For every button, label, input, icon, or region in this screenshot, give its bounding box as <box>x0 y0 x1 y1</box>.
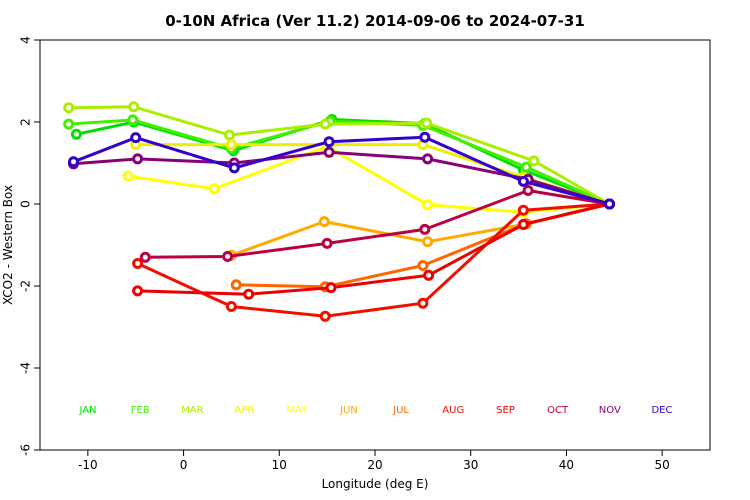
series-aug <box>132 198 615 322</box>
data-point <box>417 297 429 309</box>
y-axis-label: XCO2 - Western Box <box>1 185 15 305</box>
chart-title: 0-10N Africa (Ver 11.2) 2014-09-06 to 20… <box>165 12 585 30</box>
legend-entry-apr: APR <box>235 405 255 416</box>
data-point <box>325 282 337 294</box>
data-point <box>132 153 144 165</box>
legend-entry-oct: OCT <box>547 405 569 416</box>
data-point <box>122 170 134 182</box>
series-dec <box>68 131 615 210</box>
data-point <box>417 260 429 271</box>
x-tick-label: 30 <box>463 458 478 472</box>
data-point <box>228 162 240 174</box>
data-point <box>230 279 242 291</box>
legend-entry-sep: SEP <box>496 405 515 416</box>
data-point <box>127 114 139 126</box>
data-point <box>323 146 335 158</box>
legend-entry-dec: DEC <box>651 405 672 416</box>
data-point <box>225 301 237 312</box>
x-tick-label: 20 <box>367 458 382 472</box>
x-tick-label: 0 <box>180 458 188 472</box>
legend-entry-nov: NOV <box>599 405 621 416</box>
y-tick-label: 0 <box>19 200 33 208</box>
data-point <box>419 223 431 235</box>
x-tick-label: -10 <box>78 458 98 472</box>
data-point <box>132 285 144 297</box>
y-tick-label: -4 <box>19 362 33 374</box>
series-lines <box>63 101 615 322</box>
series-line <box>126 145 611 214</box>
data-point <box>321 237 333 249</box>
data-point <box>517 175 529 187</box>
data-point <box>128 101 140 113</box>
data-point <box>528 155 540 167</box>
legend-entry-jun: JUN <box>339 405 358 416</box>
data-point <box>423 269 435 281</box>
data-point <box>68 156 79 168</box>
data-point <box>63 102 75 114</box>
x-tick-label: 10 <box>272 458 287 472</box>
data-point <box>319 310 331 322</box>
axes: -10 0 10 20 30 40 50 -6 -4 -2 0 2 4 <box>19 36 670 472</box>
data-point <box>517 204 529 216</box>
x-axis-label: Longitude (deg E) <box>322 477 429 491</box>
data-point <box>222 251 234 262</box>
data-point <box>63 118 75 130</box>
data-point <box>243 288 255 300</box>
legend-entry-jan: JAN <box>78 405 96 416</box>
data-point <box>517 219 529 230</box>
legend-entry-may: MAY <box>286 405 308 416</box>
plot-frame <box>39 39 711 451</box>
data-point <box>208 183 220 195</box>
data-point <box>70 128 82 140</box>
legend: JAN FEB MAR APR MAY JUN JUL AUG SEP OCT NOV DEC <box>78 405 672 416</box>
series-mar <box>63 101 615 210</box>
data-point <box>421 117 433 129</box>
data-point <box>139 251 151 263</box>
series-oct <box>139 185 615 263</box>
x-tick-label: 40 <box>559 458 574 472</box>
x-tick-label: 50 <box>655 458 670 472</box>
data-point <box>422 236 434 248</box>
series-line <box>143 189 611 259</box>
data-point <box>130 132 142 144</box>
data-point <box>319 118 331 130</box>
y-tick-label: -2 <box>19 280 33 292</box>
data-point <box>224 129 235 141</box>
data-point <box>132 258 144 269</box>
data-point <box>323 136 335 148</box>
y-tick-label: -6 <box>19 444 33 456</box>
legend-entry-mar: MAR <box>181 405 203 416</box>
legend-entry-jul: JUL <box>392 405 409 416</box>
series-sep <box>132 198 615 300</box>
data-point <box>225 139 237 151</box>
data-point <box>419 131 431 143</box>
y-tick-label: 4 <box>19 36 33 44</box>
legend-entry-aug: AUG <box>442 405 464 416</box>
y-tick-label: 2 <box>19 118 33 126</box>
data-point <box>422 153 434 165</box>
series-line <box>136 202 611 318</box>
data-point <box>604 198 615 210</box>
data-point <box>422 199 434 211</box>
data-point <box>318 216 330 228</box>
series-line <box>136 202 611 296</box>
legend-entry-feb: FEB <box>131 405 150 416</box>
data-point <box>520 161 532 173</box>
data-point <box>522 185 534 196</box>
